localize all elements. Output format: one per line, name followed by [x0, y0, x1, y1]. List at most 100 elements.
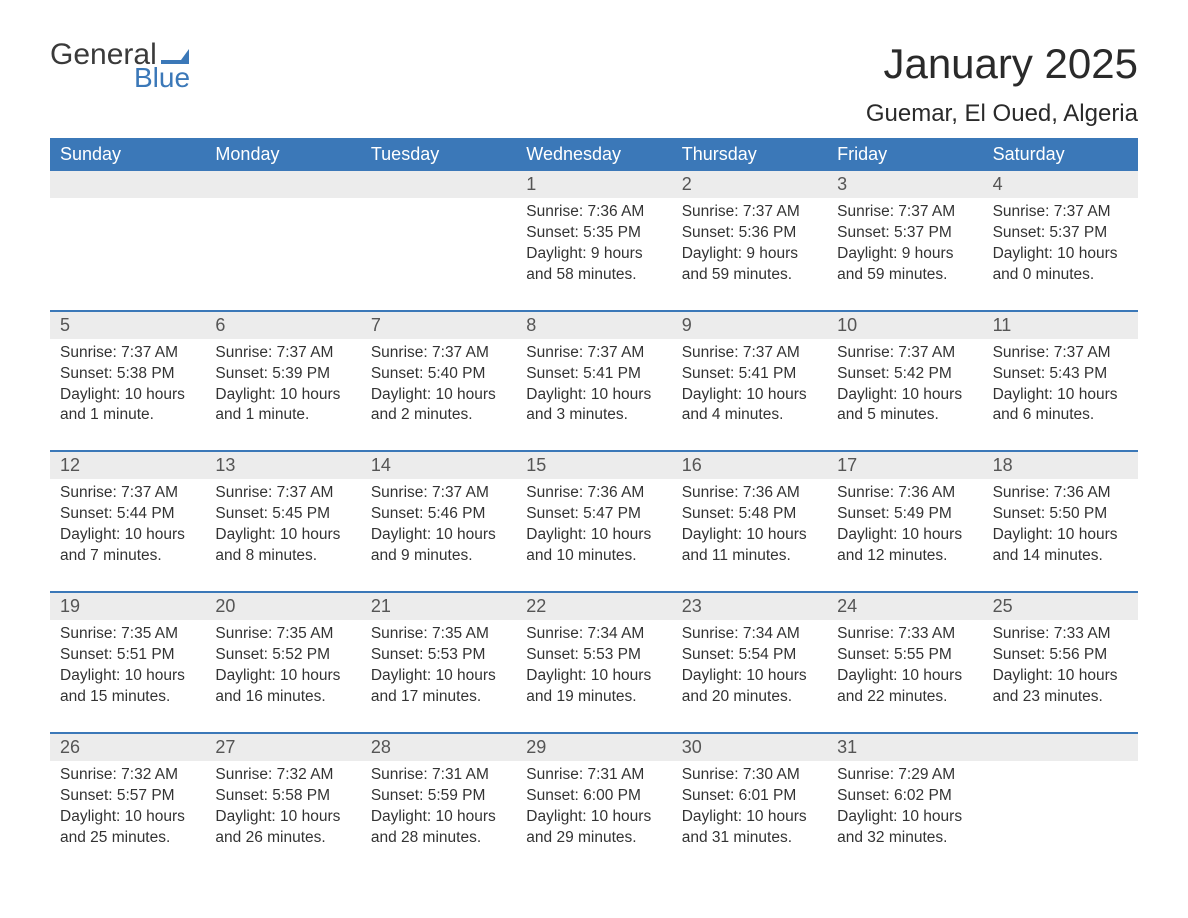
day-cell [50, 198, 205, 286]
sunrise-line: Sunrise: 7:35 AM [215, 624, 350, 645]
weekday-header: Tuesday [361, 138, 516, 171]
daylight-line: Daylight: 10 hours and 1 minute. [60, 385, 195, 427]
calendar-grid: SundayMondayTuesdayWednesdayThursdayFrid… [50, 138, 1138, 872]
sunset-line: Sunset: 5:38 PM [60, 364, 195, 385]
sunrise-line: Sunrise: 7:33 AM [993, 624, 1128, 645]
daylight-line: Daylight: 10 hours and 15 minutes. [60, 666, 195, 708]
daylight-line: Daylight: 10 hours and 10 minutes. [526, 525, 661, 567]
daylight-line: Daylight: 10 hours and 0 minutes. [993, 244, 1128, 286]
logo: General Blue [50, 40, 190, 92]
flag-icon [161, 46, 189, 64]
sunset-line: Sunset: 5:52 PM [215, 645, 350, 666]
sunrise-line: Sunrise: 7:33 AM [837, 624, 972, 645]
sunset-line: Sunset: 5:59 PM [371, 786, 506, 807]
day-cell: Sunrise: 7:34 AMSunset: 5:53 PMDaylight:… [516, 620, 671, 708]
sunset-line: Sunset: 6:02 PM [837, 786, 972, 807]
sunrise-line: Sunrise: 7:32 AM [215, 765, 350, 786]
day-number: 25 [983, 593, 1138, 620]
day-number: 7 [361, 312, 516, 339]
page-title: January 2025 [883, 40, 1138, 88]
day-cell: Sunrise: 7:31 AMSunset: 6:00 PMDaylight:… [516, 761, 671, 849]
day-cell [205, 198, 360, 286]
day-cell: Sunrise: 7:37 AMSunset: 5:40 PMDaylight:… [361, 339, 516, 427]
day-number: 19 [50, 593, 205, 620]
sunrise-line: Sunrise: 7:37 AM [993, 343, 1128, 364]
sunrise-line: Sunrise: 7:37 AM [993, 202, 1128, 223]
weekday-header: Friday [827, 138, 982, 171]
day-cell: Sunrise: 7:37 AMSunset: 5:44 PMDaylight:… [50, 479, 205, 567]
day-number: 30 [672, 734, 827, 761]
daylight-line: Daylight: 10 hours and 3 minutes. [526, 385, 661, 427]
sunset-line: Sunset: 5:58 PM [215, 786, 350, 807]
sunrise-line: Sunrise: 7:36 AM [993, 483, 1128, 504]
sunset-line: Sunset: 5:49 PM [837, 504, 972, 525]
calendar-week-row: 567891011Sunrise: 7:37 AMSunset: 5:38 PM… [50, 310, 1138, 451]
sunrise-line: Sunrise: 7:37 AM [215, 343, 350, 364]
daylight-line: Daylight: 10 hours and 22 minutes. [837, 666, 972, 708]
daylight-line: Daylight: 10 hours and 25 minutes. [60, 807, 195, 849]
day-cell: Sunrise: 7:37 AMSunset: 5:37 PMDaylight:… [827, 198, 982, 286]
day-cell: Sunrise: 7:37 AMSunset: 5:45 PMDaylight:… [205, 479, 360, 567]
day-cell: Sunrise: 7:36 AMSunset: 5:49 PMDaylight:… [827, 479, 982, 567]
day-number: 2 [672, 171, 827, 198]
day-number: 4 [983, 171, 1138, 198]
day-number: 12 [50, 452, 205, 479]
day-cell: Sunrise: 7:36 AMSunset: 5:48 PMDaylight:… [672, 479, 827, 567]
day-cell: Sunrise: 7:29 AMSunset: 6:02 PMDaylight:… [827, 761, 982, 849]
daylight-line: Daylight: 10 hours and 31 minutes. [682, 807, 817, 849]
sunrise-line: Sunrise: 7:36 AM [837, 483, 972, 504]
sunset-line: Sunset: 5:57 PM [60, 786, 195, 807]
sunrise-line: Sunrise: 7:37 AM [371, 343, 506, 364]
sunset-line: Sunset: 5:56 PM [993, 645, 1128, 666]
sunset-line: Sunset: 5:46 PM [371, 504, 506, 525]
sunrise-line: Sunrise: 7:30 AM [682, 765, 817, 786]
calendar-week-row: 1234Sunrise: 7:36 AMSunset: 5:35 PMDayli… [50, 171, 1138, 310]
sunset-line: Sunset: 5:53 PM [526, 645, 661, 666]
sunset-line: Sunset: 5:41 PM [526, 364, 661, 385]
day-number: 10 [827, 312, 982, 339]
weekday-header: Thursday [672, 138, 827, 171]
sunset-line: Sunset: 5:50 PM [993, 504, 1128, 525]
daylight-line: Daylight: 10 hours and 7 minutes. [60, 525, 195, 567]
daylight-line: Daylight: 10 hours and 9 minutes. [371, 525, 506, 567]
sunset-line: Sunset: 5:41 PM [682, 364, 817, 385]
sunset-line: Sunset: 6:01 PM [682, 786, 817, 807]
sunrise-line: Sunrise: 7:31 AM [526, 765, 661, 786]
sunrise-line: Sunrise: 7:36 AM [526, 483, 661, 504]
day-number: 11 [983, 312, 1138, 339]
day-cell: Sunrise: 7:37 AMSunset: 5:41 PMDaylight:… [672, 339, 827, 427]
sunset-line: Sunset: 5:40 PM [371, 364, 506, 385]
day-cell: Sunrise: 7:34 AMSunset: 5:54 PMDaylight:… [672, 620, 827, 708]
daylight-line: Daylight: 10 hours and 32 minutes. [837, 807, 972, 849]
daylight-line: Daylight: 9 hours and 58 minutes. [526, 244, 661, 286]
day-number [205, 171, 360, 198]
sunrise-line: Sunrise: 7:37 AM [837, 202, 972, 223]
sunrise-line: Sunrise: 7:32 AM [60, 765, 195, 786]
sunrise-line: Sunrise: 7:37 AM [682, 202, 817, 223]
sunrise-line: Sunrise: 7:34 AM [682, 624, 817, 645]
day-cell: Sunrise: 7:37 AMSunset: 5:39 PMDaylight:… [205, 339, 360, 427]
sunset-line: Sunset: 5:54 PM [682, 645, 817, 666]
day-cell: Sunrise: 7:31 AMSunset: 5:59 PMDaylight:… [361, 761, 516, 849]
day-number: 15 [516, 452, 671, 479]
day-cell: Sunrise: 7:33 AMSunset: 5:55 PMDaylight:… [827, 620, 982, 708]
day-cell: Sunrise: 7:37 AMSunset: 5:38 PMDaylight:… [50, 339, 205, 427]
daylight-line: Daylight: 10 hours and 8 minutes. [215, 525, 350, 567]
day-cell: Sunrise: 7:33 AMSunset: 5:56 PMDaylight:… [983, 620, 1138, 708]
day-number: 13 [205, 452, 360, 479]
sunset-line: Sunset: 5:35 PM [526, 223, 661, 244]
day-cell: Sunrise: 7:32 AMSunset: 5:57 PMDaylight:… [50, 761, 205, 849]
calendar-week-row: 19202122232425Sunrise: 7:35 AMSunset: 5:… [50, 591, 1138, 732]
sunset-line: Sunset: 5:47 PM [526, 504, 661, 525]
day-cell: Sunrise: 7:35 AMSunset: 5:51 PMDaylight:… [50, 620, 205, 708]
day-cell: Sunrise: 7:36 AMSunset: 5:35 PMDaylight:… [516, 198, 671, 286]
day-number: 22 [516, 593, 671, 620]
day-number: 29 [516, 734, 671, 761]
day-number: 9 [672, 312, 827, 339]
daylight-line: Daylight: 10 hours and 11 minutes. [682, 525, 817, 567]
day-cell: Sunrise: 7:36 AMSunset: 5:50 PMDaylight:… [983, 479, 1138, 567]
sunrise-line: Sunrise: 7:35 AM [371, 624, 506, 645]
day-number: 14 [361, 452, 516, 479]
day-number: 3 [827, 171, 982, 198]
day-number: 18 [983, 452, 1138, 479]
